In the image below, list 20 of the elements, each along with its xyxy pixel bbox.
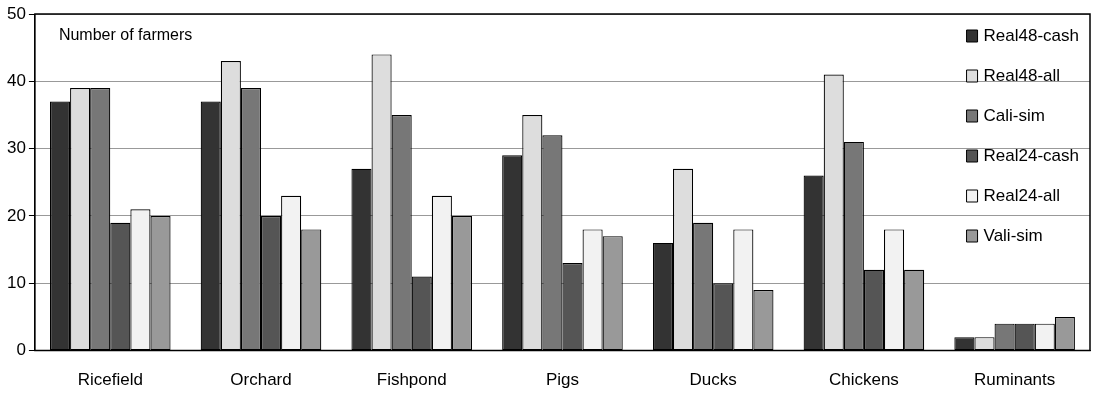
y-tick-label: 0	[16, 340, 26, 360]
x-tick-label: Ducks	[689, 370, 737, 390]
legend-label: Real24-all	[983, 185, 1061, 205]
x-tick-label: Ricefield	[77, 370, 143, 390]
y-axis-title: Number of farmers	[58, 26, 193, 44]
x-tick-label: Chickens	[828, 370, 899, 390]
y-tick-label: 50	[6, 3, 26, 23]
legend-label: Real48-all	[983, 65, 1061, 85]
legend-label: Cali-sim	[983, 105, 1045, 125]
x-tick-label: Fishpond	[376, 370, 447, 390]
y-tick-label: 20	[6, 205, 26, 225]
y-tick-label: 40	[6, 71, 26, 91]
y-tick-label: 30	[6, 138, 26, 158]
legend-label: Vali-sim	[983, 225, 1043, 245]
legend-label: Real24-cash	[983, 145, 1080, 165]
legend-label: Real48-cash	[983, 25, 1080, 45]
x-tick-label: Ruminants	[974, 370, 1056, 390]
x-tick-label: Pigs	[545, 370, 579, 390]
x-tick-label: Orchard	[230, 370, 292, 390]
y-tick-label: 10	[6, 272, 26, 292]
